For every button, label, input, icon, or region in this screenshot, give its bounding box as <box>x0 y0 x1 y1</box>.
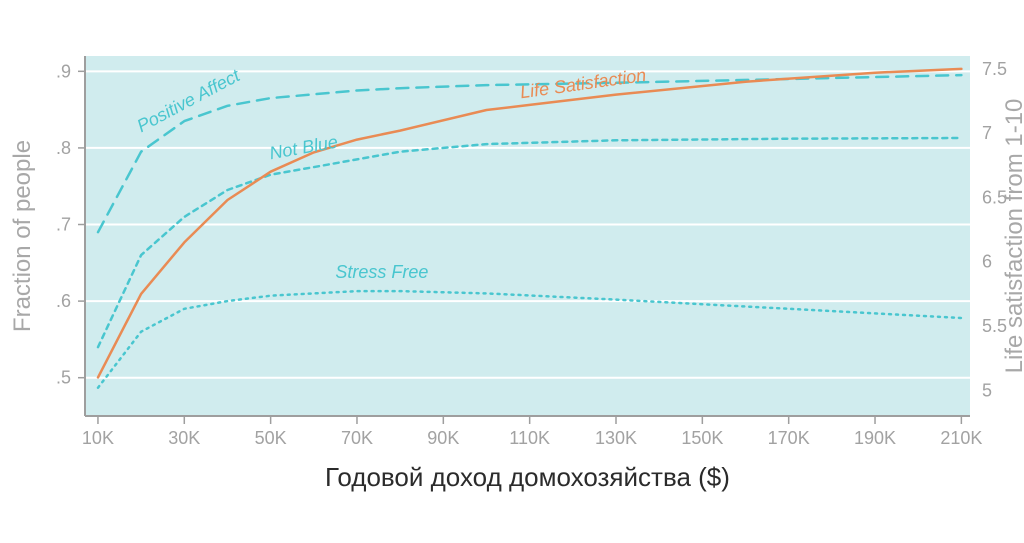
chart-container: Positive AffectNot BlueStress FreeLife S… <box>0 0 1024 543</box>
y-right-tick-label: 6 <box>982 252 992 272</box>
x-tick-label: 70K <box>341 428 373 448</box>
y-left-tick-label: .5 <box>56 368 71 388</box>
x-tick-label: 150K <box>681 428 723 448</box>
y-left-tick-label: .7 <box>56 215 71 235</box>
x-axis-label: Годовой доход домохозяйства ($) <box>325 462 730 492</box>
x-tick-label: 50K <box>255 428 287 448</box>
y-axis-right-label: Life satisfaction from 1-10 <box>1001 99 1024 374</box>
x-tick-label: 190K <box>854 428 896 448</box>
income-satisfaction-chart: Positive AffectNot BlueStress FreeLife S… <box>0 0 1024 543</box>
y-right-tick-label: 7 <box>982 123 992 143</box>
y-left-tick-label: .6 <box>56 291 71 311</box>
y-right-tick-label: 7.5 <box>982 59 1007 79</box>
y-right-tick-label: 5 <box>982 380 992 400</box>
x-tick-label: 30K <box>168 428 200 448</box>
x-tick-label: 210K <box>940 428 982 448</box>
y-left-tick-label: .8 <box>56 138 71 158</box>
series-label-stress_free: Stress Free <box>335 262 428 282</box>
x-tick-label: 130K <box>595 428 637 448</box>
x-tick-label: 110K <box>509 428 550 448</box>
y-left-tick-label: .9 <box>56 61 71 81</box>
x-tick-label: 170K <box>768 428 810 448</box>
x-tick-label: 90K <box>427 428 459 448</box>
y-axis-left-label: Fraction of people <box>9 140 36 332</box>
x-tick-label: 10K <box>82 428 114 448</box>
